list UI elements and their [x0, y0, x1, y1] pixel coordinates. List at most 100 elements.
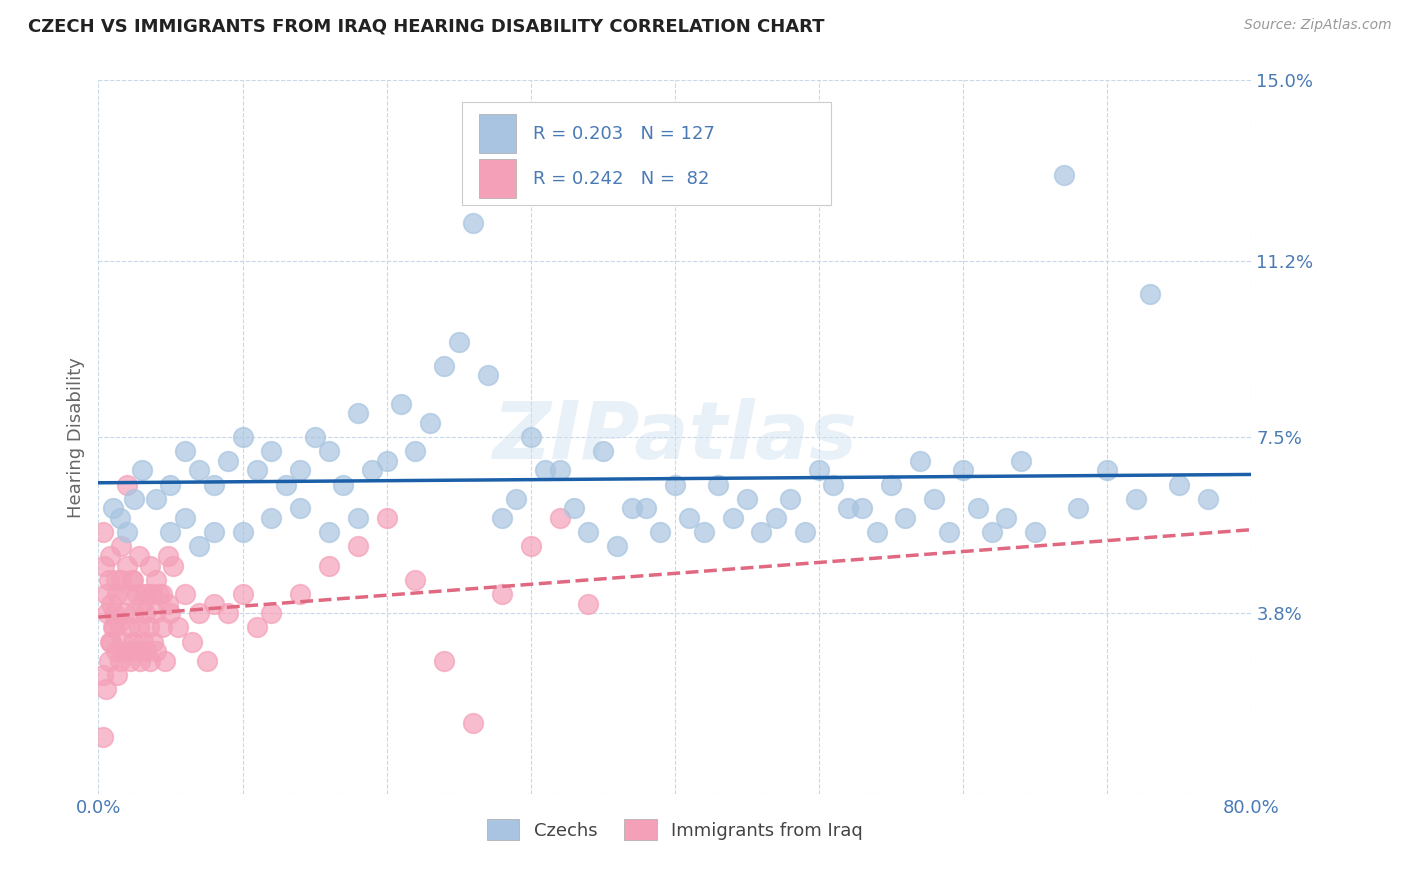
Point: [114, 644, 136, 658]
Point: [150, 620, 173, 634]
Point: [260, 606, 283, 620]
Point: [127, 587, 149, 601]
Point: [405, 573, 427, 587]
Point: [105, 668, 128, 682]
Point: [1024, 525, 1046, 540]
Point: [148, 587, 170, 601]
Point: [1053, 169, 1076, 183]
Point: [124, 606, 146, 620]
Point: [110, 573, 132, 587]
Point: [117, 558, 139, 573]
Point: [96, 606, 118, 620]
Point: [260, 444, 283, 458]
Point: [346, 406, 368, 420]
Point: [246, 463, 269, 477]
Point: [97, 573, 120, 587]
Point: [217, 454, 239, 468]
Text: R = 0.242   N =  82: R = 0.242 N = 82: [533, 169, 710, 187]
Point: [735, 491, 758, 506]
Point: [924, 491, 946, 506]
Point: [318, 558, 340, 573]
Point: [128, 549, 150, 563]
Point: [304, 430, 326, 444]
Point: [779, 491, 801, 506]
Point: [159, 525, 181, 540]
Point: [664, 477, 686, 491]
Point: [1197, 491, 1219, 506]
Point: [117, 477, 139, 491]
Point: [174, 587, 197, 601]
Point: [290, 501, 312, 516]
Point: [188, 463, 211, 477]
Point: [129, 654, 152, 668]
Point: [139, 558, 162, 573]
Point: [111, 634, 134, 648]
Point: [181, 634, 204, 648]
Point: [121, 573, 143, 587]
Point: [100, 634, 122, 648]
Point: [1125, 491, 1147, 506]
Point: [131, 597, 153, 611]
Point: [491, 511, 513, 525]
Point: [202, 597, 225, 611]
Point: [156, 597, 179, 611]
Point: [142, 634, 165, 648]
Y-axis label: Hearing Disability: Hearing Disability: [66, 357, 84, 517]
Point: [105, 587, 128, 601]
Point: [145, 573, 167, 587]
Text: CZECH VS IMMIGRANTS FROM IRAQ HEARING DISABILITY CORRELATION CHART: CZECH VS IMMIGRANTS FROM IRAQ HEARING DI…: [28, 18, 825, 36]
Point: [578, 597, 600, 611]
Point: [433, 654, 456, 668]
Point: [620, 501, 643, 516]
Point: [534, 463, 557, 477]
Point: [346, 540, 368, 554]
Point: [150, 587, 173, 601]
Point: [166, 620, 188, 634]
Point: [693, 525, 716, 540]
Point: [520, 430, 543, 444]
Point: [606, 540, 628, 554]
Point: [145, 644, 167, 658]
Point: [246, 620, 269, 634]
Point: [188, 606, 211, 620]
Point: [134, 606, 156, 620]
Point: [91, 730, 114, 744]
Point: [505, 491, 527, 506]
Point: [548, 511, 571, 525]
Point: [636, 501, 658, 516]
Point: [91, 525, 114, 540]
Point: [419, 416, 441, 430]
Point: [461, 715, 484, 730]
Point: [174, 444, 197, 458]
Point: [447, 334, 470, 349]
Point: [141, 587, 163, 601]
Point: [159, 606, 181, 620]
Point: [231, 525, 254, 540]
Point: [880, 477, 903, 491]
Point: [98, 634, 121, 648]
Text: ZIPatlas: ZIPatlas: [492, 398, 858, 476]
Point: [122, 573, 145, 587]
Point: [124, 491, 146, 506]
Point: [707, 477, 730, 491]
Point: [678, 511, 700, 525]
Point: [91, 668, 114, 682]
Point: [290, 587, 312, 601]
Point: [139, 654, 162, 668]
Point: [592, 444, 614, 458]
Point: [578, 525, 600, 540]
Point: [966, 501, 988, 516]
Point: [793, 525, 815, 540]
Point: [118, 620, 141, 634]
Point: [120, 654, 142, 668]
Point: [195, 654, 218, 668]
Point: [188, 540, 211, 554]
Point: [101, 620, 124, 634]
Point: [117, 525, 139, 540]
FancyBboxPatch shape: [479, 159, 516, 198]
Point: [112, 606, 135, 620]
Point: [231, 430, 254, 444]
Point: [260, 511, 283, 525]
Point: [159, 477, 181, 491]
Point: [851, 501, 873, 516]
